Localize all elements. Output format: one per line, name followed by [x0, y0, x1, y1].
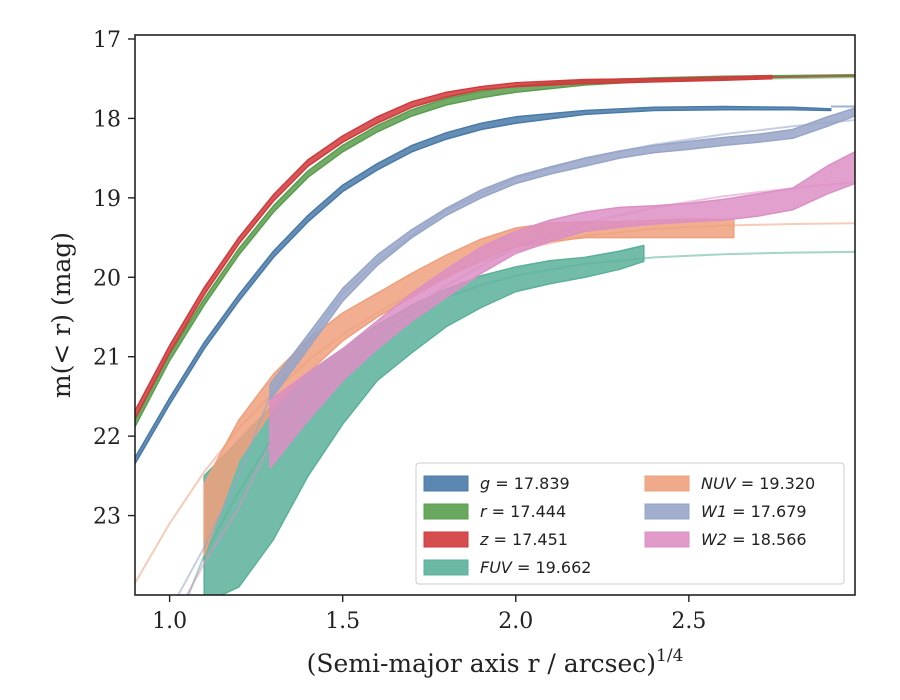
legend-items: g = 17.839 r = 17.444 z = 17.451 FUV = 19.6…	[423, 474, 815, 577]
series-w2	[185, 151, 855, 595]
band-g	[135, 105, 832, 465]
legend-entry-g: g = 17.839	[423, 474, 570, 493]
band-w2	[269, 151, 855, 469]
legend-label-g: g = 17.839	[480, 474, 570, 493]
y-tick-label: 23	[93, 505, 121, 530]
band-r	[135, 73, 855, 428]
y-tick-label: 19	[93, 187, 121, 212]
model-curve-r	[758, 76, 855, 80]
y-tick-label: 21	[93, 346, 121, 371]
legend-entry-w1: W1 = 17.679	[644, 502, 807, 521]
x-tick-label: 2.0	[498, 609, 533, 634]
legend-swatch-r	[423, 503, 469, 520]
legend-label-nuv: NUV = 19.320	[701, 474, 815, 493]
x-tick-label: 2.5	[671, 609, 706, 634]
band-w1	[269, 107, 855, 402]
legend-swatch-nuv	[644, 475, 690, 492]
plot-frame	[134, 34, 856, 596]
band-z	[135, 74, 773, 420]
band-nuv	[203, 218, 735, 557]
series-w1	[177, 107, 855, 595]
legend-swatch-g	[423, 475, 469, 492]
series-r	[135, 73, 855, 428]
series-layer	[135, 73, 855, 595]
y-tick-label: 20	[93, 266, 121, 291]
y-axis-label: m(< r) (mag)	[47, 232, 76, 398]
y-tick-label: 22	[93, 425, 121, 450]
y-tick-label: 18	[93, 107, 121, 132]
legend-frame	[415, 462, 845, 585]
x-axis-label-superscript: 1/4	[656, 646, 683, 666]
model-curve-z	[771, 74, 855, 79]
series-z	[135, 74, 855, 420]
x-axis-label: (Semi-major axis r / arcsec)1/4	[307, 646, 684, 678]
legend-swatch-w1	[644, 503, 690, 520]
axes-layer: 1.0 1.5 2.0 2.5 17 18 19 20 21 22 23	[93, 28, 706, 634]
series-g	[135, 105, 855, 465]
x-tick-label: 1.0	[152, 609, 187, 634]
legend-swatch-w2	[644, 531, 690, 548]
legend-label-fuv: FUV = 19.662	[480, 558, 591, 577]
x-axis-label-text: (Semi-major axis r / arcsec)	[307, 649, 656, 678]
legend-entry-w2: W2 = 18.566	[644, 530, 807, 549]
legend-swatch-z	[423, 531, 469, 548]
legend-label-w1: W1 = 17.679	[701, 502, 807, 521]
x-tick-label: 1.5	[325, 609, 360, 634]
legend-entry-r: r = 17.444	[423, 502, 566, 521]
legend-entry-z: z = 17.451	[423, 530, 568, 549]
legend-label-r: r = 17.444	[480, 502, 566, 521]
legend-label-z: z = 17.451	[479, 530, 568, 549]
legend-entry-fuv: FUV = 19.662	[423, 558, 591, 577]
legend-label-w2: W2 = 18.566	[701, 530, 807, 549]
legend: g = 17.839 r = 17.444 z = 17.451 FUV = 19.6…	[415, 462, 845, 585]
legend-swatch-fuv	[423, 559, 469, 576]
legend-entry-nuv: NUV = 19.320	[644, 474, 815, 493]
y-tick-label: 17	[93, 28, 121, 53]
